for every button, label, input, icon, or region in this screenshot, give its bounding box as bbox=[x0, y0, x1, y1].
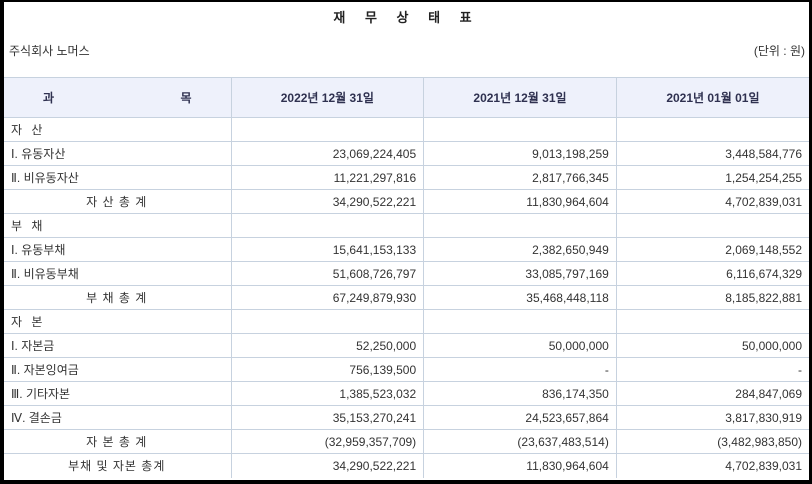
amount-cell: 24,523,657,864 bbox=[423, 405, 617, 430]
amount-cell: 284,847,069 bbox=[615, 381, 809, 406]
amount-cell: 2,069,148,552 bbox=[615, 237, 809, 262]
amount-cell bbox=[230, 213, 425, 238]
account-label: Ⅱ. 자본잉여금 bbox=[4, 357, 232, 382]
account-header-left: 과 bbox=[43, 91, 55, 105]
report-title: 재 무 상 태 표 bbox=[333, 10, 480, 25]
amount-cell: 50,000,000 bbox=[423, 333, 617, 358]
report-page: 재 무 상 태 표 주식회사 노머스 (단위 : 원) 과 목 2022년 12… bbox=[4, 2, 809, 480]
amount-cell: (32,959,357,709) bbox=[230, 429, 425, 454]
table-row-section: 자 산 bbox=[4, 117, 809, 142]
amount-cell bbox=[230, 117, 425, 142]
table-row-item: Ⅰ. 자본금 52,250,000 50,000,000 50,000,000 bbox=[4, 333, 809, 358]
column-header-period-2021-01-01: 2021년 01월 01일 bbox=[615, 77, 809, 118]
table-header-row: 과 목 2022년 12월 31일 2021년 12월 31일 2021년 01… bbox=[4, 77, 809, 118]
amount-cell: - bbox=[423, 357, 617, 382]
amount-cell bbox=[615, 309, 809, 334]
amount-cell: 34,290,522,221 bbox=[230, 189, 425, 214]
amount-cell: 3,817,830,919 bbox=[615, 405, 809, 430]
account-header-right: 목 bbox=[180, 91, 192, 105]
amount-cell: 1,385,523,032 bbox=[230, 381, 425, 406]
amount-cell: 35,153,270,241 bbox=[230, 405, 425, 430]
report-meta: 주식회사 노머스 (단위 : 원) bbox=[9, 42, 805, 59]
account-label: Ⅲ. 기타자본 bbox=[4, 381, 232, 406]
amount-cell: 35,468,448,118 bbox=[423, 285, 617, 310]
account-header-wrap: 과 목 bbox=[5, 89, 230, 106]
amount-cell: 1,254,254,255 bbox=[615, 165, 809, 190]
table-body: 자 산 Ⅰ. 유동자산 23,069,224,405 9,013,198,259 3,4… bbox=[4, 117, 809, 478]
amount-cell: 2,817,766,345 bbox=[423, 165, 617, 190]
account-label: 부채 및 자본 총계 bbox=[4, 453, 232, 478]
amount-cell: 9,013,198,259 bbox=[423, 141, 617, 166]
table-row-total: 자 산 총 계 34,290,522,221 11,830,964,604 4,702… bbox=[4, 189, 809, 214]
company-name: 주식회사 노머스 bbox=[9, 44, 90, 58]
account-label: Ⅱ. 비유동자산 bbox=[4, 165, 232, 190]
amount-cell: 8,185,822,881 bbox=[615, 285, 809, 310]
table-row-total: 부 채 총 계 67,249,879,930 35,468,448,118 8,185… bbox=[4, 285, 809, 310]
amount-cell: 3,448,584,776 bbox=[615, 141, 809, 166]
amount-cell: 11,830,964,604 bbox=[423, 189, 617, 214]
account-label: 자 산 bbox=[4, 117, 232, 142]
amount-cell bbox=[615, 117, 809, 142]
amount-cell: 2,382,650,949 bbox=[423, 237, 617, 262]
unit-label: (단위 : 원) bbox=[753, 44, 805, 58]
amount-cell: 34,290,522,221 bbox=[230, 453, 425, 478]
account-label: 자 산 총 계 bbox=[4, 189, 232, 214]
amount-cell: (23,637,483,514) bbox=[423, 429, 617, 454]
table-row-total: 부채 및 자본 총계 34,290,522,221 11,830,964,604 4,… bbox=[4, 453, 809, 478]
amount-cell bbox=[423, 117, 617, 142]
account-label: Ⅳ. 결손금 bbox=[4, 405, 232, 430]
account-label: 자 본 bbox=[4, 309, 232, 334]
table-row-item: Ⅱ. 자본잉여금 756,139,500- - bbox=[4, 357, 809, 382]
table-row-item: Ⅰ. 유동부채 15,641,153,133 2,382,650,949 2,069,… bbox=[4, 237, 809, 262]
amount-cell bbox=[615, 213, 809, 238]
account-label: Ⅱ. 비유동부채 bbox=[4, 261, 232, 286]
amount-cell: 51,608,726,797 bbox=[230, 261, 425, 286]
table-row-section: 자 본 bbox=[4, 309, 809, 334]
column-header-period-2022-12-31: 2022년 12월 31일 bbox=[230, 77, 425, 118]
amount-cell: 836,174,350 bbox=[423, 381, 617, 406]
amount-cell: 11,830,964,604 bbox=[423, 453, 617, 478]
amount-cell: 33,085,797,169 bbox=[423, 261, 617, 286]
amount-cell: 50,000,000 bbox=[615, 333, 809, 358]
amount-cell bbox=[423, 213, 617, 238]
amount-cell: 52,250,000 bbox=[230, 333, 425, 358]
table-row-section: 부 채 bbox=[4, 213, 809, 238]
amount-cell: 6,116,674,329 bbox=[615, 261, 809, 286]
amount-cell: 67,249,879,930 bbox=[230, 285, 425, 310]
table-row-item: Ⅱ. 비유동자산 11,221,297,816 2,817,766,345 1,254… bbox=[4, 165, 809, 190]
amount-cell: 15,641,153,133 bbox=[230, 237, 425, 262]
account-label: 부 채 총 계 bbox=[4, 285, 232, 310]
column-header-account: 과 목 bbox=[4, 77, 232, 118]
account-label: 자 본 총 계 bbox=[4, 429, 232, 454]
table-row-item: Ⅳ. 결손금 35,153,270,241 24,523,657,864 3,817,… bbox=[4, 405, 809, 430]
amount-cell bbox=[230, 309, 425, 334]
amount-cell: 756,139,500 bbox=[230, 357, 425, 382]
account-label: Ⅰ. 자본금 bbox=[4, 333, 232, 358]
balance-sheet-table: 과 목 2022년 12월 31일 2021년 12월 31일 2021년 01… bbox=[4, 77, 809, 478]
account-label: Ⅰ. 유동자산 bbox=[4, 141, 232, 166]
amount-cell: 23,069,224,405 bbox=[230, 141, 425, 166]
table-row-item: Ⅱ. 비유동부채 51,608,726,797 33,085,797,169 6,11… bbox=[4, 261, 809, 286]
amount-cell bbox=[423, 309, 617, 334]
amount-cell: - bbox=[615, 357, 809, 382]
account-label: 부 채 bbox=[4, 213, 232, 238]
amount-cell: 4,702,839,031 bbox=[615, 189, 809, 214]
column-header-period-2021-12-31: 2021년 12월 31일 bbox=[423, 77, 617, 118]
table-row-item: Ⅲ. 기타자본 1,385,523,032 836,174,350 284,847,0… bbox=[4, 381, 809, 406]
amount-cell: (3,482,983,850) bbox=[615, 429, 809, 454]
table-row-total: 자 본 총 계 (32,959,357,709) (23,637,483,514)(… bbox=[4, 429, 809, 454]
table-row-item: Ⅰ. 유동자산 23,069,224,405 9,013,198,259 3,448,… bbox=[4, 141, 809, 166]
account-label: Ⅰ. 유동부채 bbox=[4, 237, 232, 262]
amount-cell: 11,221,297,816 bbox=[230, 165, 425, 190]
amount-cell: 4,702,839,031 bbox=[615, 453, 809, 478]
